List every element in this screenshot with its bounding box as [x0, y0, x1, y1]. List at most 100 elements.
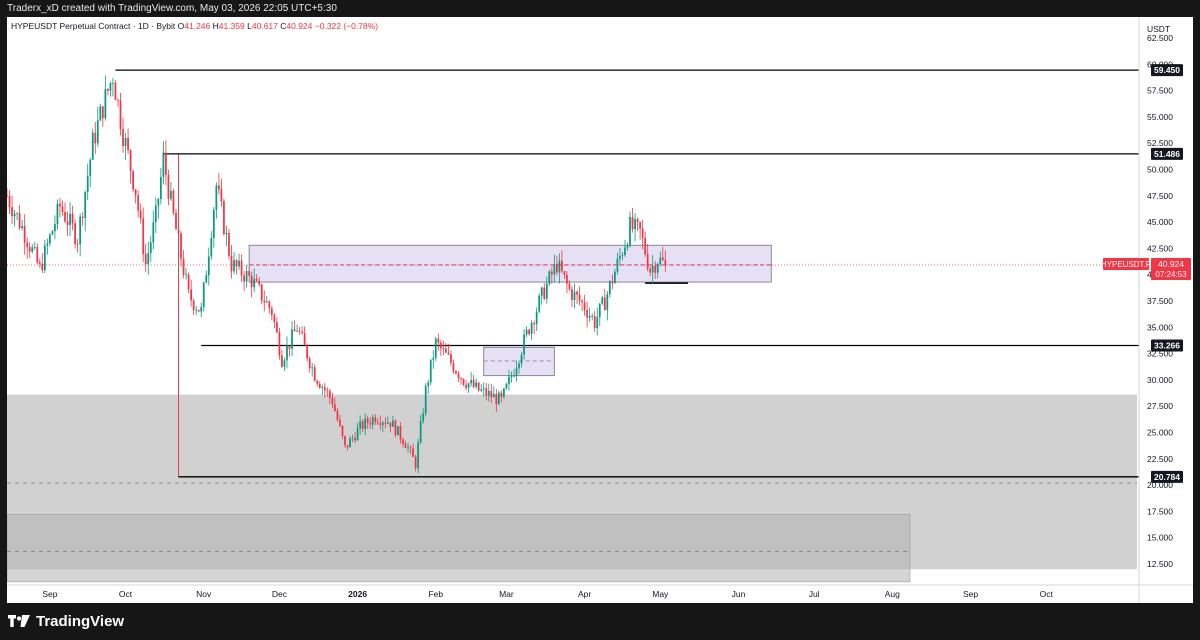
candle-body: [540, 287, 543, 296]
candle-body: [318, 383, 321, 388]
legend-symbol: HYPEUSDT Perpetual Contract · 1D · Bybit: [11, 21, 176, 31]
candle-body: [167, 174, 170, 199]
legend-close: 40.924: [286, 21, 313, 31]
candle-body: [185, 274, 187, 276]
candle-body: [558, 260, 561, 273]
candle-body: [301, 331, 303, 334]
candle-body: [535, 311, 538, 325]
candle-body: [217, 185, 220, 190]
candle-body: [520, 354, 523, 364]
candle-body: [639, 222, 641, 229]
candle-body: [117, 99, 119, 101]
candle-body: [359, 421, 362, 429]
candle-body: [11, 207, 13, 217]
candle-body: [114, 82, 117, 100]
candle-body: [238, 260, 240, 267]
y-tick-label: 62.500: [1147, 33, 1173, 43]
candle-body: [190, 289, 193, 301]
candle-body: [583, 302, 586, 311]
symbol-tag-bg: [1103, 257, 1149, 270]
candle-body: [379, 423, 382, 426]
y-tick-label: 55.000: [1147, 112, 1173, 122]
axes-layer: USDT62.50060.00057.50055.00052.50050.000…: [7, 17, 1193, 603]
x-tick-label: Oct: [1040, 589, 1054, 599]
candle-body: [71, 213, 74, 224]
demand-zone: [6, 514, 911, 583]
candle-body: [250, 275, 253, 288]
candle-body: [356, 428, 359, 441]
last-price-label: 40.924: [1158, 259, 1184, 269]
candle-body: [649, 268, 652, 273]
chart-area[interactable]: USDT62.50060.00057.50055.00052.50050.000…: [6, 17, 1193, 603]
x-tick-label: Aug: [885, 589, 900, 599]
bar-countdown: 07:24:53: [1155, 270, 1187, 279]
candle-body: [76, 243, 79, 245]
candle-body: [664, 259, 667, 265]
candle-body: [134, 189, 137, 196]
candle-body: [460, 378, 462, 379]
candle-body: [619, 255, 621, 259]
candle-body: [545, 283, 548, 299]
candle-body: [397, 426, 399, 436]
candle-body: [165, 152, 167, 175]
candle-body: [16, 213, 18, 215]
tradingview-brand[interactable]: TradingView: [8, 613, 124, 630]
y-tick-label: 25.000: [1147, 427, 1173, 437]
candle-body: [561, 260, 563, 272]
candle-body: [530, 322, 533, 334]
candle-body: [152, 222, 155, 243]
top-credit-bar: Traderx_xD created with TradingView.com,…: [0, 0, 1200, 17]
candle-body: [586, 310, 589, 318]
candle-body: [132, 170, 134, 190]
candle-body: [283, 360, 286, 367]
candle-body: [265, 301, 268, 303]
candle-body: [187, 274, 190, 290]
candle-body: [303, 333, 306, 345]
candle-body: [336, 410, 339, 420]
candle-body: [634, 219, 636, 230]
candle-body: [376, 422, 379, 424]
candle-body: [603, 297, 606, 311]
candle-body: [61, 206, 64, 212]
candle-body: [525, 329, 528, 335]
candle-body: [548, 271, 551, 284]
candle-body: [313, 367, 316, 381]
candle-body: [253, 278, 256, 288]
candle-body: [298, 330, 301, 332]
candle-body: [555, 264, 558, 273]
candle-body: [523, 334, 525, 355]
candle-body: [384, 422, 387, 424]
candle-body: [510, 376, 513, 377]
candle-body: [202, 282, 205, 308]
legend-c-label: C: [280, 21, 287, 31]
candle-body: [122, 129, 124, 146]
candle-body: [351, 437, 354, 439]
candle-body: [490, 390, 493, 398]
candlestick-chart[interactable]: USDT62.50060.00057.50055.00052.50050.000…: [6, 17, 1193, 603]
candle-body: [412, 448, 414, 457]
candle-body: [180, 233, 182, 259]
candle-body: [38, 262, 41, 264]
candle-body: [248, 271, 251, 276]
candle-body: [245, 271, 248, 282]
candles-layer: [6, 75, 667, 474]
candle-body: [316, 380, 319, 384]
candle-body: [86, 175, 89, 192]
candle-body: [273, 315, 276, 323]
candle-body: [568, 283, 571, 290]
candle-body: [485, 388, 488, 396]
candle-body: [364, 418, 367, 429]
brand-name: TradingView: [36, 613, 125, 630]
candle-body: [629, 217, 631, 246]
candle-body: [429, 359, 432, 383]
candle-body: [581, 300, 583, 303]
candle-body: [205, 275, 208, 283]
candle-body: [646, 254, 649, 269]
candle-body: [644, 237, 647, 255]
candle-body: [240, 260, 243, 276]
candle-body: [286, 345, 288, 361]
candle-body: [613, 271, 616, 284]
candle-body: [371, 417, 374, 425]
candle-body: [475, 382, 478, 387]
y-tick-label: 47.500: [1147, 191, 1173, 201]
